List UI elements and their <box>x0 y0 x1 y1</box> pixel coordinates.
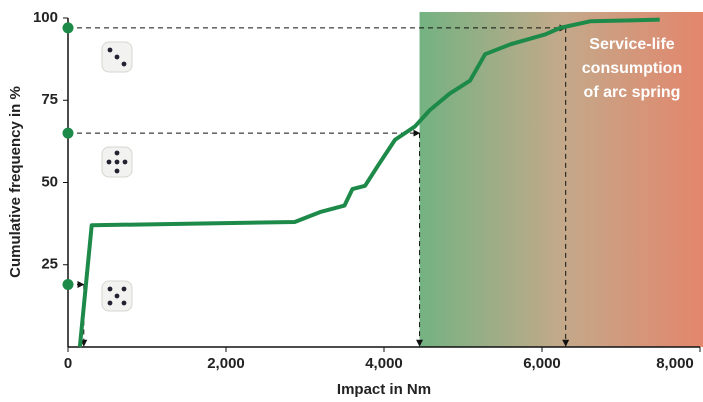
shade-layer <box>419 12 703 347</box>
die <box>101 146 133 178</box>
x-tick-label: 2,000 <box>207 355 245 372</box>
die <box>101 41 133 73</box>
shaded-region <box>419 12 703 347</box>
annotation: consumption <box>582 60 682 77</box>
annotation: of arc spring <box>584 84 681 101</box>
dice-icons <box>101 41 133 312</box>
x-tick-label: 4,000 <box>365 355 403 372</box>
annotation: Service-life <box>589 36 674 53</box>
y-tick-label: 75 <box>41 91 58 108</box>
x-axis-title: Impact in Nm <box>337 381 431 398</box>
y-tick-label: 25 <box>41 256 58 273</box>
y-tick-label: 50 <box>41 173 58 190</box>
lookup-dot <box>62 127 74 139</box>
lookup-dot <box>62 22 74 34</box>
y-tick-label: 100 <box>33 9 58 26</box>
x-tick-label: 8,000 <box>656 355 694 372</box>
y-axis-title: Cumulative frequency in % <box>7 86 24 278</box>
data-line <box>77 17 660 348</box>
lookup-dot <box>62 278 74 290</box>
die <box>101 280 133 312</box>
x-tick-label: 0 <box>64 355 72 372</box>
x-tick-label: 6,000 <box>523 355 561 372</box>
